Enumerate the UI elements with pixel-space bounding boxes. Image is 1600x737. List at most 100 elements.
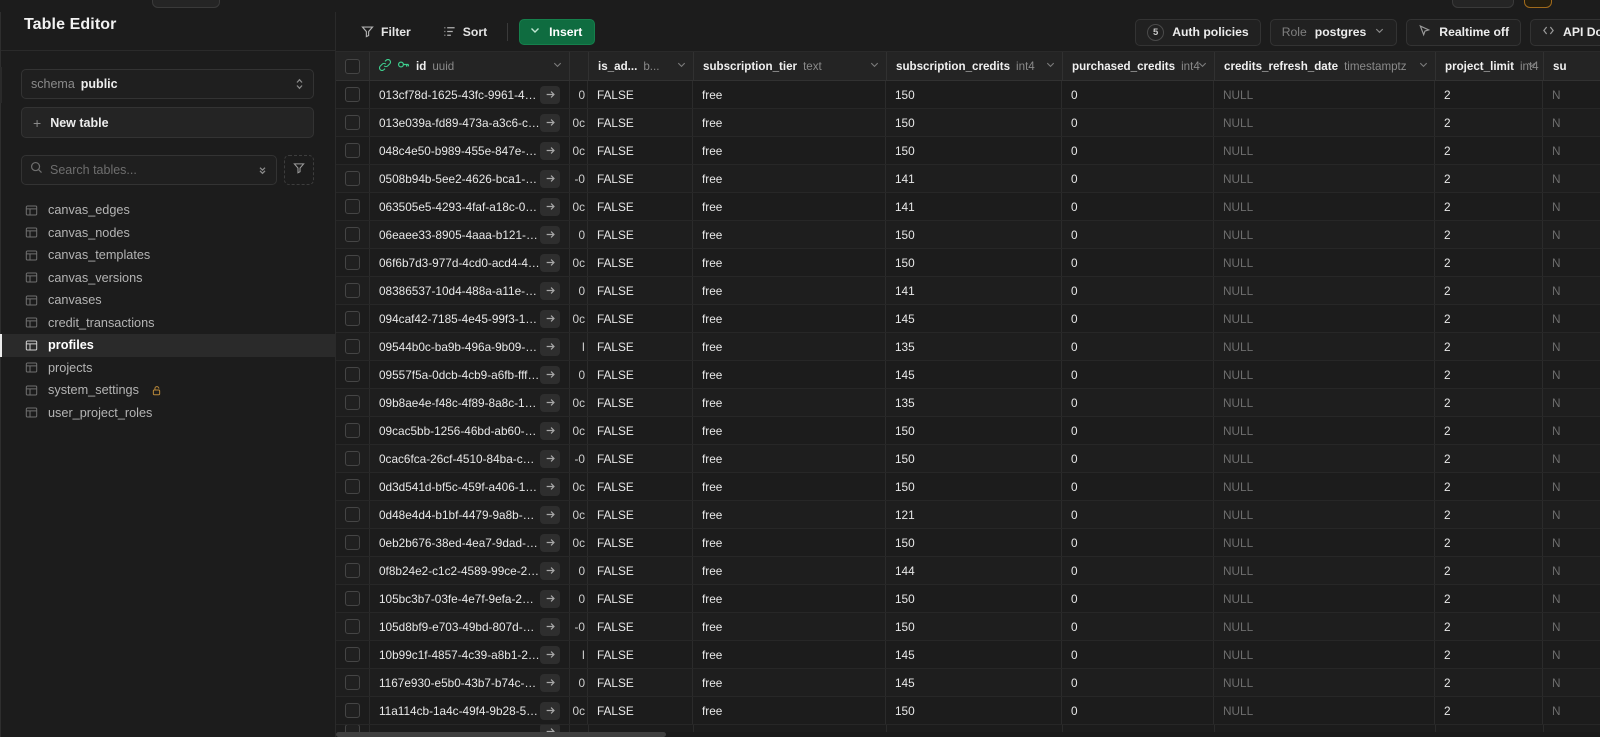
table-row[interactable]: 105bc3b7-03fe-4e7f-9efa-21bb40...0FALSEf… xyxy=(336,585,1600,613)
cell-id[interactable]: 06eaee33-8905-4aaa-b121-ab552... xyxy=(370,221,570,248)
cell-subscription-tier[interactable]: free xyxy=(693,333,886,360)
cell-is-admin[interactable]: FALSE xyxy=(588,193,693,220)
cell-credits-refresh-date[interactable]: NULL xyxy=(1214,529,1435,556)
cell-truncated[interactable]: N xyxy=(1543,529,1600,556)
search-input[interactable]: Search tables... xyxy=(21,155,277,185)
cell-purchased-credits[interactable]: 0 xyxy=(1062,333,1214,360)
table-row[interactable]: 06f6b7d3-977d-4cd0-acd4-4a78... 0c FALSE fr… xyxy=(336,249,1600,277)
expand-row-icon[interactable] xyxy=(540,421,560,440)
cell-id[interactable]: 013cf78d-1625-43fc-9961-442189... xyxy=(370,81,570,108)
cell-is-admin[interactable] xyxy=(589,725,694,737)
expand-row-icon[interactable] xyxy=(540,253,560,272)
cell-is-admin[interactable]: FALSE xyxy=(588,277,693,304)
row-checkbox[interactable] xyxy=(345,619,360,634)
cell-is-admin[interactable]: FALSE xyxy=(588,81,693,108)
auth-policies-button[interactable]: 5 Auth policies xyxy=(1135,18,1261,46)
cell-project-limit[interactable]: 2 xyxy=(1435,669,1543,696)
table-row[interactable]: 09544b0c-ba9b-496a-9b09-244... I FALSE free… xyxy=(336,333,1600,361)
cell-truncated[interactable]: N xyxy=(1543,109,1600,136)
expand-row-icon[interactable] xyxy=(540,533,560,552)
cell-subscription-credits[interactable]: 141 xyxy=(886,193,1062,220)
cell-truncated[interactable]: N xyxy=(1543,277,1600,304)
table-row[interactable]: 105d8bf9-e703-49bd-807d-645e... -0FALSEfr… xyxy=(336,613,1600,641)
cell-purchased-credits[interactable]: 0 xyxy=(1062,361,1214,388)
chevron-down-icon[interactable] xyxy=(676,59,687,73)
cell-id[interactable]: 09557f5a-0dcb-4cb9-a6fb-fff366... xyxy=(370,361,570,388)
api-docs-button[interactable]: API Do xyxy=(1530,18,1600,46)
expand-row-icon[interactable] xyxy=(540,505,560,524)
cell-truncated[interactable]: N xyxy=(1543,473,1600,500)
cell-credits-refresh-date[interactable]: NULL xyxy=(1214,333,1435,360)
table-row[interactable]: 0eb2b676-38ed-4ea7-9dad-38e6... 0cFALSEfr… xyxy=(336,529,1600,557)
cell-truncated[interactable]: N xyxy=(1543,417,1600,444)
cell-project-limit[interactable]: 2 xyxy=(1435,305,1543,332)
cell-truncated[interactable]: N xyxy=(1543,81,1600,108)
realtime-toggle-button[interactable]: Realtime off xyxy=(1406,18,1522,46)
cell-subscription-tier[interactable]: free xyxy=(693,361,886,388)
cell-credits-refresh-date[interactable]: NULL xyxy=(1214,361,1435,388)
cell-credits-refresh-date[interactable]: NULL xyxy=(1214,249,1435,276)
table-row[interactable]: 0f8b24e2-c1c2-4589-99ce-2c52d...0FALSEfr… xyxy=(336,557,1600,585)
cell-purchased-credits[interactable]: 0 xyxy=(1062,109,1214,136)
table-row[interactable]: 013cf78d-1625-43fc-9961-442189...0FALSEf… xyxy=(336,81,1600,109)
cell-id[interactable]: 048c4e50-b989-455e-847e-fb2f... xyxy=(370,137,570,164)
sidebar-item-projects[interactable]: projects xyxy=(0,357,335,380)
cell-subscription-credits[interactable]: 135 xyxy=(886,333,1062,360)
cell-purchased-credits[interactable]: 0 xyxy=(1062,529,1214,556)
cell-purchased-credits[interactable]: 0 xyxy=(1062,165,1214,192)
cell-is-admin[interactable]: FALSE xyxy=(588,389,693,416)
cell-purchased-credits[interactable]: 0 xyxy=(1062,249,1214,276)
cell-truncated[interactable]: N xyxy=(1543,305,1600,332)
cell-subscription-tier[interactable]: free xyxy=(693,473,886,500)
cell-id[interactable]: 0508b94b-5ee2-4626-bca1-4bca... xyxy=(370,165,570,192)
cell-project-limit[interactable]: 2 xyxy=(1435,389,1543,416)
row-checkbox[interactable] xyxy=(345,367,360,382)
cell-subscription-tier[interactable]: free xyxy=(693,417,886,444)
horizontal-scrollbar[interactable] xyxy=(336,732,1600,737)
cell-credits-refresh-date[interactable]: NULL xyxy=(1214,473,1435,500)
sidebar-item-system-settings[interactable]: system_settings xyxy=(0,379,335,402)
expand-row-icon[interactable] xyxy=(540,617,560,636)
table-row[interactable]: 1167e930-e5b0-43b7-b74c-788c9...0FALSEfr… xyxy=(336,669,1600,697)
cell-is-admin[interactable]: FALSE xyxy=(588,137,693,164)
cell-id[interactable]: 10b99c1f-4857-4c39-a8b1-263b8... xyxy=(370,641,570,668)
cell-subscription-credits[interactable]: 150 xyxy=(886,137,1062,164)
cell-truncated[interactable]: N xyxy=(1543,501,1600,528)
column-header-subscription-credits[interactable]: subscription_credits int4 xyxy=(887,52,1063,80)
cell-is-admin[interactable]: FALSE xyxy=(588,613,693,640)
cell-purchased-credits[interactable]: 0 xyxy=(1062,669,1214,696)
cell-purchased-credits[interactable]: 0 xyxy=(1062,557,1214,584)
cell-id[interactable]: 063505e5-4293-4faf-a18c-0e65b... xyxy=(370,193,570,220)
cell-project-limit[interactable] xyxy=(1436,725,1544,737)
cell-purchased-credits[interactable]: 0 xyxy=(1062,473,1214,500)
cell-subscription-credits[interactable]: 150 xyxy=(886,529,1062,556)
cell-truncated[interactable]: N xyxy=(1543,641,1600,668)
expand-row-icon[interactable] xyxy=(540,645,560,664)
cell-credits-refresh-date[interactable]: NULL xyxy=(1214,613,1435,640)
cell-project-limit[interactable]: 2 xyxy=(1435,109,1543,136)
cell-project-limit[interactable]: 2 xyxy=(1435,585,1543,612)
cell-subscription-tier[interactable]: free xyxy=(693,193,886,220)
cell-credits-refresh-date[interactable]: NULL xyxy=(1214,417,1435,444)
expand-row-icon[interactable] xyxy=(540,589,560,608)
cell-credits-refresh-date[interactable]: NULL xyxy=(1214,697,1435,724)
cell-purchased-credits[interactable]: 0 xyxy=(1062,137,1214,164)
cell-subscription-tier[interactable]: free xyxy=(693,277,886,304)
expand-row-icon[interactable] xyxy=(540,561,560,580)
sidebar-item-profiles[interactable]: profiles xyxy=(0,334,335,357)
sidebar-item-canvas-edges[interactable]: canvas_edges xyxy=(0,199,335,222)
table-row[interactable]: 08386537-10d4-488a-a11e-eb5a6...0FALSEfr… xyxy=(336,277,1600,305)
cell-subscription-credits[interactable]: 141 xyxy=(886,165,1062,192)
cell-project-limit[interactable]: 2 xyxy=(1435,361,1543,388)
cell-id[interactable]: 0cac6fca-26cf-4510-84ba-c4580... xyxy=(370,445,570,472)
cell-is-admin[interactable]: FALSE xyxy=(588,305,693,332)
table-row[interactable]: 063505e5-4293-4faf-a18c-0e65b... 0cFALSEf… xyxy=(336,193,1600,221)
cell-project-limit[interactable]: 2 xyxy=(1435,277,1543,304)
cell-is-admin[interactable]: FALSE xyxy=(588,557,693,584)
cell-subscription-credits[interactable]: 150 xyxy=(886,445,1062,472)
cell-project-limit[interactable]: 2 xyxy=(1435,697,1543,724)
cell-is-admin[interactable]: FALSE xyxy=(588,249,693,276)
cell-subscription-tier[interactable]: free xyxy=(693,221,886,248)
cell-subscription-tier[interactable]: free xyxy=(693,529,886,556)
cell-project-limit[interactable]: 2 xyxy=(1435,137,1543,164)
